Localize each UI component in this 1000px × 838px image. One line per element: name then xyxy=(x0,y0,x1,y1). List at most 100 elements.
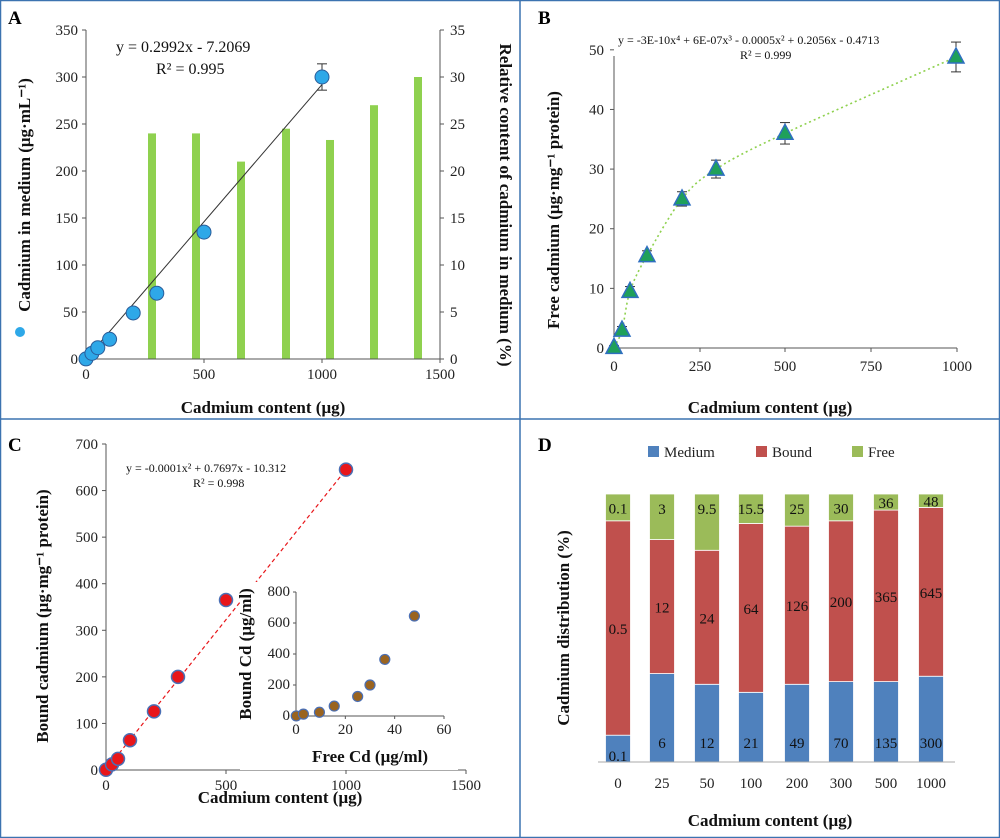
trendline xyxy=(85,84,323,360)
segment-value-label: 70 xyxy=(834,736,849,752)
inset-y-tick-label: 0 xyxy=(283,708,291,724)
segment-value-label: 645 xyxy=(920,586,943,602)
y-tick-label: 50 xyxy=(63,305,78,321)
y-axis-label: Cadmium distribution (%) xyxy=(554,530,573,726)
inset-data-point xyxy=(328,700,340,712)
data-point-triangle xyxy=(706,158,726,176)
bar-segment-free xyxy=(784,493,810,527)
data-point-triangle xyxy=(775,122,795,141)
data-point xyxy=(218,592,234,608)
x-tick-label: 500 xyxy=(215,778,238,794)
panel-letter-a: A xyxy=(8,8,22,29)
y-axis-label: Bound cadmium (μg·mg⁻¹ protein) xyxy=(33,489,52,742)
inset-data-point xyxy=(379,653,391,666)
bar-segment-free xyxy=(605,493,631,522)
x-axis-label: Cadmium content (μg) xyxy=(688,811,853,830)
legend-swatch-free xyxy=(852,446,863,457)
bar-segment-free xyxy=(828,493,854,522)
y-axis-label: Cadmium in medium (μg·mL⁻¹) xyxy=(15,78,34,312)
bar-relative-content xyxy=(370,105,378,359)
inset-data-point xyxy=(408,610,420,622)
y-tick-label: 300 xyxy=(76,623,99,639)
inset-data-point xyxy=(364,679,376,691)
y-tick-label: 150 xyxy=(56,211,79,227)
trend-r-squared: R² = 0.995 xyxy=(156,61,225,78)
segment-value-label: 36 xyxy=(879,496,895,512)
y-tick-label: 300 xyxy=(56,70,79,86)
legend-label-medium: Medium xyxy=(664,445,715,461)
segment-value-label: 64 xyxy=(744,602,760,618)
y-tick-label: 700 xyxy=(76,437,99,453)
segment-value-label: 365 xyxy=(875,590,898,606)
y-tick-label: 200 xyxy=(76,670,99,686)
inset-x-tick-label: 60 xyxy=(437,722,452,738)
x-tick-label: 1500 xyxy=(425,367,455,383)
segment-value-label: 48 xyxy=(924,495,939,511)
segment-value-label: 49 xyxy=(790,736,805,752)
segment-value-label: 0.1 xyxy=(609,749,628,765)
inset-y-tick-label: 600 xyxy=(268,615,291,631)
bar-segment-bound xyxy=(918,506,944,677)
trend-equation: y = -0.0001x² + 0.7697x - 10.312 xyxy=(126,461,286,475)
inset-data-point xyxy=(313,706,326,718)
x-tick-label: 1000 xyxy=(916,776,946,792)
bar-segment-free xyxy=(873,493,899,511)
inset-y-axis-label: Bound Cd (μg/ml) xyxy=(236,588,255,720)
legend-label-free: Free xyxy=(868,445,895,461)
data-point xyxy=(102,331,118,347)
y-tick-label: 0 xyxy=(91,763,99,779)
data-point-triangle xyxy=(612,319,632,337)
bar-segment-free xyxy=(918,493,944,508)
data-point-triangle xyxy=(604,336,624,355)
bar-relative-content xyxy=(192,133,200,359)
x-axis-label: Cadmium content (μg) xyxy=(688,398,853,417)
segment-value-label: 25 xyxy=(790,502,805,518)
bar-relative-content xyxy=(237,161,245,359)
trendline xyxy=(105,469,347,771)
bar-segment-free xyxy=(649,493,675,540)
y-tick-label: 250 xyxy=(56,117,79,133)
data-point-triangle xyxy=(946,46,966,64)
segment-value-label: 300 xyxy=(920,736,943,752)
bar-segment-medium xyxy=(873,681,899,763)
bar-relative-content xyxy=(148,133,156,359)
y2-tick-label: 10 xyxy=(450,258,465,274)
bar-relative-content xyxy=(414,77,422,359)
y-tick-label: 200 xyxy=(56,164,79,180)
inset-x-tick-label: 20 xyxy=(338,722,353,738)
y-axis-label: Free cadmium (μg·mg⁻¹ protein) xyxy=(544,91,563,329)
x-tick-label: 500 xyxy=(774,359,797,375)
bar-segment-medium xyxy=(694,683,720,763)
x-tick-label: 50 xyxy=(700,776,715,792)
y-tick-label: 20 xyxy=(589,222,604,238)
bar-relative-content xyxy=(326,139,334,359)
data-point-triangle xyxy=(620,280,640,299)
data-point xyxy=(338,462,354,477)
data-point xyxy=(170,669,186,685)
x-tick-label: 1500 xyxy=(451,778,481,794)
y-tick-label: 10 xyxy=(589,281,604,297)
data-point xyxy=(110,751,126,767)
x-axis-label: Cadmium content (μg) xyxy=(181,398,346,417)
x-tick-label: 25 xyxy=(655,776,670,792)
trend-r-squared: R² = 0.998 xyxy=(193,476,244,490)
x-tick-label: 500 xyxy=(875,776,898,792)
bar-segment-medium xyxy=(605,734,631,763)
x-tick-label: 1000 xyxy=(307,367,337,383)
segment-value-label: 9.5 xyxy=(698,502,717,518)
bar-segment-bound xyxy=(828,520,854,682)
x-tick-label: 0 xyxy=(610,359,618,375)
segment-value-label: 15.5 xyxy=(738,502,764,518)
legend-marker-points xyxy=(15,327,25,337)
bar-relative-content xyxy=(282,128,290,359)
y2-tick-label: 0 xyxy=(450,352,458,368)
segment-value-label: 0.5 xyxy=(609,622,628,638)
y-tick-label: 0 xyxy=(597,341,605,357)
segment-value-label: 21 xyxy=(744,736,759,752)
x-tick-label: 0 xyxy=(102,778,110,794)
legend-label-bound: Bound xyxy=(772,445,813,461)
x-tick-label: 100 xyxy=(740,776,763,792)
